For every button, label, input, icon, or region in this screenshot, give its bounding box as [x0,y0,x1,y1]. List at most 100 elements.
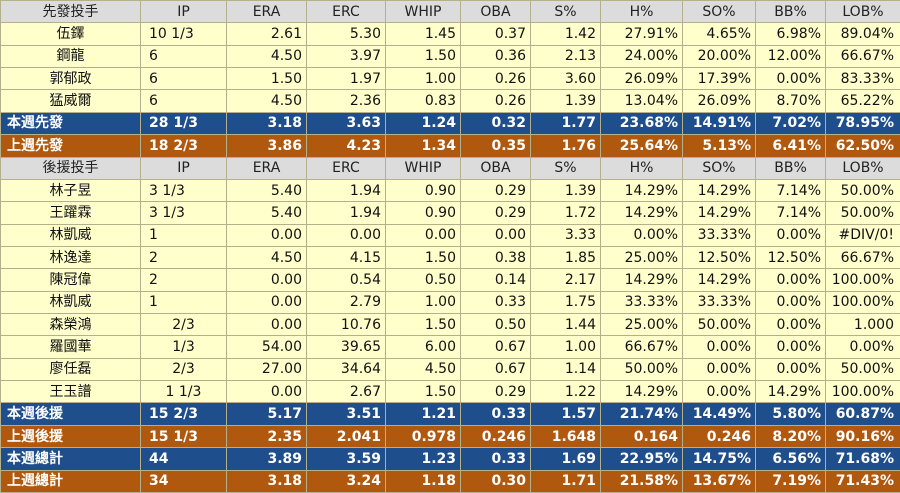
cell-value: 65.22% [826,90,900,112]
row-label: 郭郁政 [1,68,141,90]
cell-ip: 34 [141,470,227,492]
cell-value: 50.00% [683,314,756,336]
cell-value: 1.50 [227,68,307,90]
row-label: 猛威爾 [1,90,141,112]
cell-value: 71.68% [826,448,900,470]
cell-value: 3.59 [307,448,386,470]
row-label: 上週總計 [1,470,141,492]
cell-ip: 2/3 [141,358,227,380]
cell-ip: 6 [141,68,227,90]
row-label: 後援投手 [1,157,141,179]
cell-value: 0.246 [461,425,531,447]
cell-ip: 3 1/3 [141,179,227,201]
cell-value: 0.00% [683,358,756,380]
cell-value: 60.87% [826,403,900,425]
cell-value: 0.67 [461,358,531,380]
cell-value: 14.29% [601,202,683,224]
cell-value: S% [531,1,601,23]
cell-value: 7.14% [756,179,826,201]
cell-ip: IP [141,157,227,179]
cell-value: 0.36 [461,45,531,67]
cell-value: 0.38 [461,246,531,268]
cell-value: 1.21 [386,403,461,425]
cell-value: 1.18 [386,470,461,492]
cell-value: 21.58% [601,470,683,492]
cell-value: 3.18 [227,470,307,492]
row-label: 先發投手 [1,1,141,23]
cell-value: 4.50 [227,45,307,67]
cell-value: 0.83 [386,90,461,112]
cell-value: 3.60 [531,68,601,90]
cell-value: 5.80% [756,403,826,425]
cell-value: 0.00 [307,224,386,246]
cell-value: 26.09% [601,68,683,90]
cell-ip: 2 [141,246,227,268]
cell-value: 54.00 [227,336,307,358]
cell-value: 14.75% [683,448,756,470]
cell-value: 4.65% [683,23,756,45]
cell-value: 66.67% [826,246,900,268]
cell-value: 0.67 [461,336,531,358]
cell-value: ERC [307,1,386,23]
cell-value: 0.00% [756,291,826,313]
cell-value: 33.33% [683,224,756,246]
cell-value: 0.00 [227,314,307,336]
row-label: 林逸達 [1,246,141,268]
row-label: 本週後援 [1,403,141,425]
cell-ip: 1 [141,291,227,313]
cell-value: 0.00 [227,269,307,291]
cell-value: 1.24 [386,112,461,134]
cell-value: 6.56% [756,448,826,470]
cell-value: 14.91% [683,112,756,134]
cell-value: 0.50 [461,314,531,336]
cell-value: 20.00% [683,45,756,67]
cell-ip: 3 1/3 [141,202,227,224]
cell-value: 1.76 [531,135,601,157]
cell-value: 13.04% [601,90,683,112]
cell-value: 1.00 [386,68,461,90]
cell-value: 25.00% [601,314,683,336]
cell-value: ERC [307,157,386,179]
cell-value: 1.97 [307,68,386,90]
row-label: 林子昱 [1,179,141,201]
cell-value: 5.40 [227,179,307,201]
cell-value: 0.00 [227,381,307,403]
cell-value: 83.33% [826,68,900,90]
cell-value: 1.34 [386,135,461,157]
cell-value: 1.94 [307,179,386,201]
cell-value: 1.23 [386,448,461,470]
cell-value: 50.00% [826,202,900,224]
cell-value: 3.63 [307,112,386,134]
cell-value: 5.40 [227,202,307,224]
row-label: 上週後援 [1,425,141,447]
cell-ip: 2/3 [141,314,227,336]
cell-value: 6.00 [386,336,461,358]
cell-value: 4.23 [307,135,386,157]
cell-value: 14.29% [601,269,683,291]
cell-value: 100.00% [826,269,900,291]
cell-value: 0.35 [461,135,531,157]
cell-ip: 28 1/3 [141,112,227,134]
cell-ip: 2 [141,269,227,291]
cell-value: 34.64 [307,358,386,380]
cell-value: 71.43% [826,470,900,492]
cell-value: 1.42 [531,23,601,45]
cell-value: 0.978 [386,425,461,447]
cell-value: OBA [461,1,531,23]
cell-value: 1.77 [531,112,601,134]
cell-value: 2.35 [227,425,307,447]
cell-ip: 6 [141,45,227,67]
cell-value: SO% [683,1,756,23]
cell-value: 0.00 [227,291,307,313]
cell-ip: 6 [141,90,227,112]
cell-value: 5.17 [227,403,307,425]
